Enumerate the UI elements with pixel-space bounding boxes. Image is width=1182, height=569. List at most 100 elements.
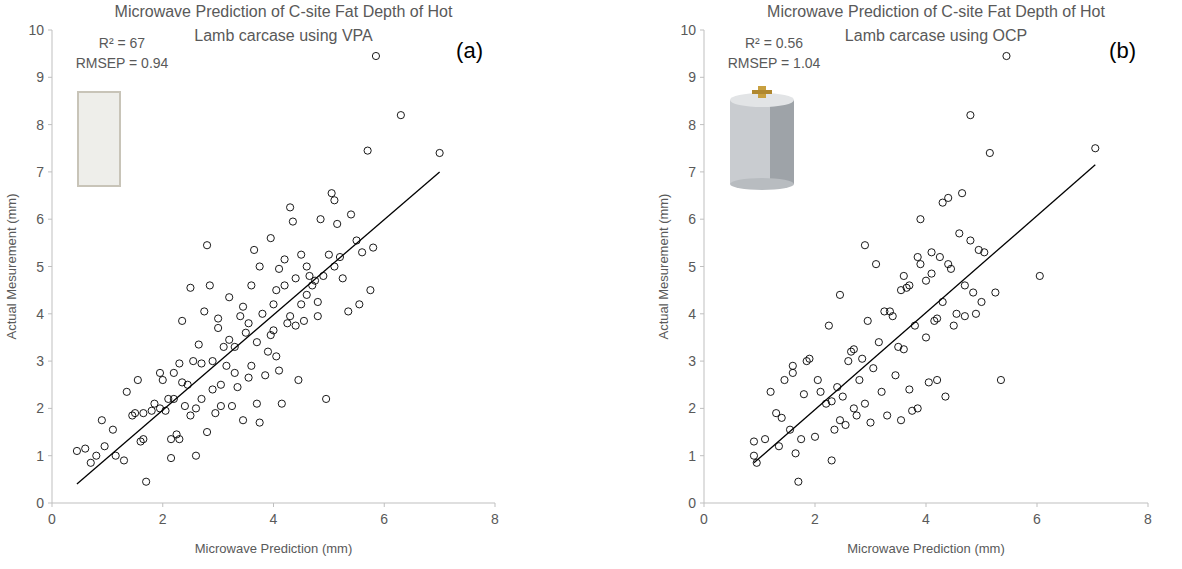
point (203, 242, 210, 249)
point (336, 253, 343, 260)
y-tick-label: 6 (688, 211, 696, 227)
y-tick (700, 30, 704, 31)
point (875, 339, 882, 346)
point (792, 450, 799, 457)
y-tick-label: 2 (688, 400, 696, 416)
point (98, 417, 105, 424)
point (275, 265, 282, 272)
x-tick-label: 8 (491, 511, 499, 527)
y-tick (700, 171, 704, 172)
point (914, 405, 921, 412)
point (978, 298, 985, 305)
point (270, 327, 277, 334)
point (256, 419, 263, 426)
connector (752, 90, 772, 94)
x-tick (273, 503, 274, 507)
point (162, 407, 169, 414)
point (828, 457, 835, 464)
point (251, 246, 258, 253)
point (215, 324, 222, 331)
y-tick-label: 1 (688, 448, 696, 464)
point (817, 388, 824, 395)
point (339, 275, 346, 282)
point (911, 322, 918, 329)
point (956, 230, 963, 237)
trendline (754, 165, 1095, 463)
x-tick-label: 8 (1144, 511, 1152, 527)
inset-photo (730, 86, 794, 190)
point (284, 320, 291, 327)
point (878, 388, 885, 395)
point (928, 270, 935, 277)
point (93, 452, 100, 459)
point (353, 237, 360, 244)
annotation: RMSEP = 1.04 (728, 55, 821, 71)
point (140, 436, 147, 443)
point (226, 336, 233, 343)
point (889, 313, 896, 320)
point (203, 428, 210, 435)
point (922, 277, 929, 284)
point (289, 218, 296, 225)
point (795, 478, 802, 485)
point (253, 339, 260, 346)
point (917, 216, 924, 223)
point (317, 216, 324, 223)
point (436, 149, 443, 156)
point (778, 414, 785, 421)
point (120, 457, 127, 464)
point (775, 443, 782, 450)
point (334, 220, 341, 227)
point (228, 402, 235, 409)
x-tick (1148, 503, 1149, 507)
point (256, 263, 263, 270)
point (850, 405, 857, 412)
figure: Microwave Prediction of C-site Fat Depth… (0, 0, 1182, 569)
point (1092, 145, 1099, 152)
y-tick-label: 9 (36, 69, 44, 85)
x-tick (815, 503, 816, 507)
y-axis-title: Actual Mesurement (mm) (4, 194, 19, 340)
y-tick (48, 124, 52, 125)
point (198, 360, 205, 367)
point (986, 149, 993, 156)
inset-photo (78, 92, 120, 186)
y-tick (48, 77, 52, 78)
point (242, 329, 249, 336)
point (323, 395, 330, 402)
point (278, 400, 285, 407)
point (303, 291, 310, 298)
point (945, 194, 952, 201)
point (320, 272, 327, 279)
point (281, 282, 288, 289)
point (359, 249, 366, 256)
point (248, 362, 255, 369)
point (226, 294, 233, 301)
x-tick-label: 2 (159, 511, 167, 527)
y-tick-label: 7 (688, 164, 696, 180)
point (992, 289, 999, 296)
point (786, 426, 793, 433)
point (967, 112, 974, 119)
point (834, 384, 841, 391)
plot-area (750, 52, 1099, 485)
point (842, 421, 849, 428)
point (215, 315, 222, 322)
y-tick-label: 8 (36, 117, 44, 133)
y-tick-label: 2 (36, 400, 44, 416)
point (287, 204, 294, 211)
point (231, 343, 238, 350)
point (364, 147, 371, 154)
y-tick (48, 266, 52, 267)
point (170, 395, 177, 402)
x-tick (704, 503, 705, 507)
x-tick-label: 4 (922, 511, 930, 527)
point (237, 313, 244, 320)
point (1003, 52, 1010, 59)
point (212, 410, 219, 417)
point (259, 310, 266, 317)
point (231, 369, 238, 376)
point (767, 388, 774, 395)
point (831, 426, 838, 433)
y-tick (700, 503, 704, 504)
